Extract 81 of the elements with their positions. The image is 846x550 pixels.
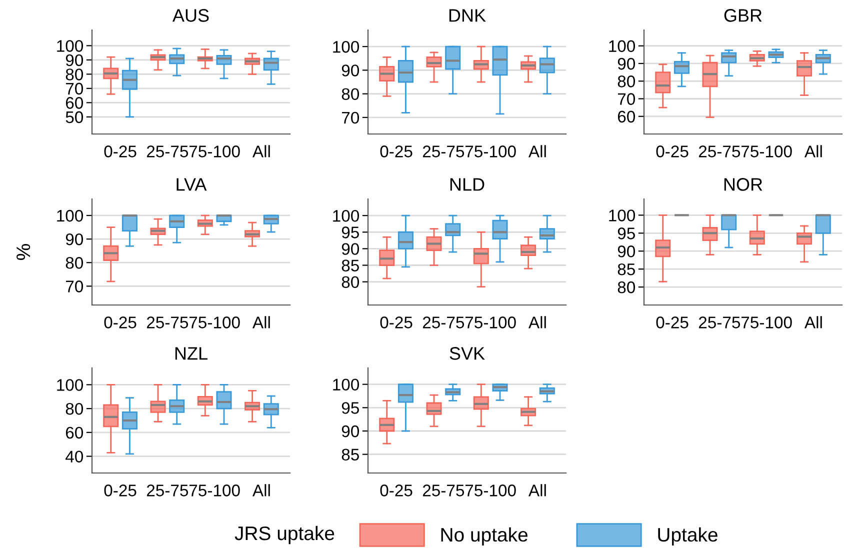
y-tick-label: 50 xyxy=(66,111,84,124)
y-tick-label: 100 xyxy=(333,378,360,391)
y-tick-label: 70 xyxy=(618,93,636,105)
x-tick-label: 0-25 xyxy=(104,484,136,496)
x-tick-label: 25-75 xyxy=(422,484,464,496)
y-tick-label: 70 xyxy=(342,112,360,124)
chart-title: AUS xyxy=(172,9,209,22)
y-tick-label: 80 xyxy=(66,68,84,80)
x-tick-label: 25-75 xyxy=(146,146,188,158)
x-tick-label: 25-75 xyxy=(698,316,740,328)
x-tick-label: 25-75 xyxy=(146,316,188,328)
y-axis-title: % xyxy=(16,244,30,260)
x-tick-label: All xyxy=(528,484,546,496)
chart-title: NOR xyxy=(724,178,762,191)
y-tick-label: 40 xyxy=(66,450,84,462)
y-tick-label: 80 xyxy=(66,257,84,269)
y-tick-label: 95 xyxy=(342,226,359,238)
y-tick-label: 100 xyxy=(609,40,636,52)
chart-title: NZL xyxy=(175,347,208,360)
x-tick-label: 25-75 xyxy=(422,316,464,328)
y-tick-label: 100 xyxy=(609,210,636,222)
x-tick-label: 75-100 xyxy=(189,316,240,328)
x-tick-label: 25-75 xyxy=(146,484,188,496)
x-tick-label: 75-100 xyxy=(741,146,792,158)
y-tick-label: 90 xyxy=(66,233,84,246)
y-tick-label: 80 xyxy=(66,402,84,415)
chart-title: NLD xyxy=(450,178,484,191)
x-tick-label: 75-100 xyxy=(465,484,516,496)
x-tick-label: 0-25 xyxy=(104,316,136,328)
y-tick-label: 60 xyxy=(618,110,636,123)
y-tick-label: 80 xyxy=(618,281,636,294)
x-tick-label: All xyxy=(252,484,270,496)
chart-title: LVA xyxy=(176,178,207,191)
x-tick-label: 75-100 xyxy=(465,146,516,158)
y-tick-label: 70 xyxy=(66,280,84,292)
x-tick-label: 0-25 xyxy=(380,484,412,496)
x-tick-label: 75-100 xyxy=(741,316,792,328)
x-tick-label: 75-100 xyxy=(465,316,516,328)
x-tick-label: 0-25 xyxy=(656,316,688,328)
y-tick-label: 85 xyxy=(618,263,635,276)
y-tick-label: 90 xyxy=(342,425,360,438)
y-tick-label: 95 xyxy=(342,402,359,414)
y-tick-label: 90 xyxy=(342,64,360,76)
x-tick-label: 75-100 xyxy=(189,146,240,158)
chart-title: DNK xyxy=(449,9,486,22)
y-tick-label: 90 xyxy=(618,58,636,70)
chart-title: GBR xyxy=(724,9,762,22)
y-tick-label: 60 xyxy=(66,97,84,109)
y-tick-label: 100 xyxy=(333,210,360,222)
x-tick-label: 25-75 xyxy=(422,146,464,158)
x-tick-label: All xyxy=(252,316,270,328)
y-tick-label: 70 xyxy=(66,82,84,95)
x-tick-label: 0-25 xyxy=(656,146,688,158)
legend-title: JRS uptake xyxy=(234,526,334,544)
y-tick-label: 90 xyxy=(66,54,84,66)
y-tick-label: 90 xyxy=(618,246,636,258)
y-tick-label: 60 xyxy=(66,426,84,439)
y-tick-label: 90 xyxy=(342,243,360,255)
x-tick-label: All xyxy=(528,145,546,158)
y-tick-label: 100 xyxy=(57,379,84,391)
x-tick-label: 0-25 xyxy=(380,146,412,158)
x-tick-label: 75-100 xyxy=(189,484,240,496)
y-tick-label: 100 xyxy=(57,210,84,222)
x-tick-label: All xyxy=(804,145,822,158)
y-tick-label: 100 xyxy=(57,40,84,52)
legend-label: No uptake xyxy=(441,527,528,546)
y-tick-label: 85 xyxy=(342,260,359,272)
x-tick-label: All xyxy=(804,316,822,328)
chart-title: SVK xyxy=(450,347,485,360)
x-tick-label: All xyxy=(528,316,546,328)
x-tick-label: All xyxy=(252,145,270,158)
y-tick-label: 95 xyxy=(618,228,635,240)
y-tick-label: 100 xyxy=(333,40,360,53)
x-tick-label: 0-25 xyxy=(104,146,136,158)
legend-label: Uptake xyxy=(658,527,718,546)
y-tick-label: 80 xyxy=(342,276,360,288)
y-tick-label: 80 xyxy=(618,76,636,88)
y-tick-label: 80 xyxy=(342,88,360,100)
x-tick-label: 25-75 xyxy=(698,146,740,158)
y-tick-label: 85 xyxy=(342,448,359,461)
x-tick-label: 0-25 xyxy=(380,316,412,328)
